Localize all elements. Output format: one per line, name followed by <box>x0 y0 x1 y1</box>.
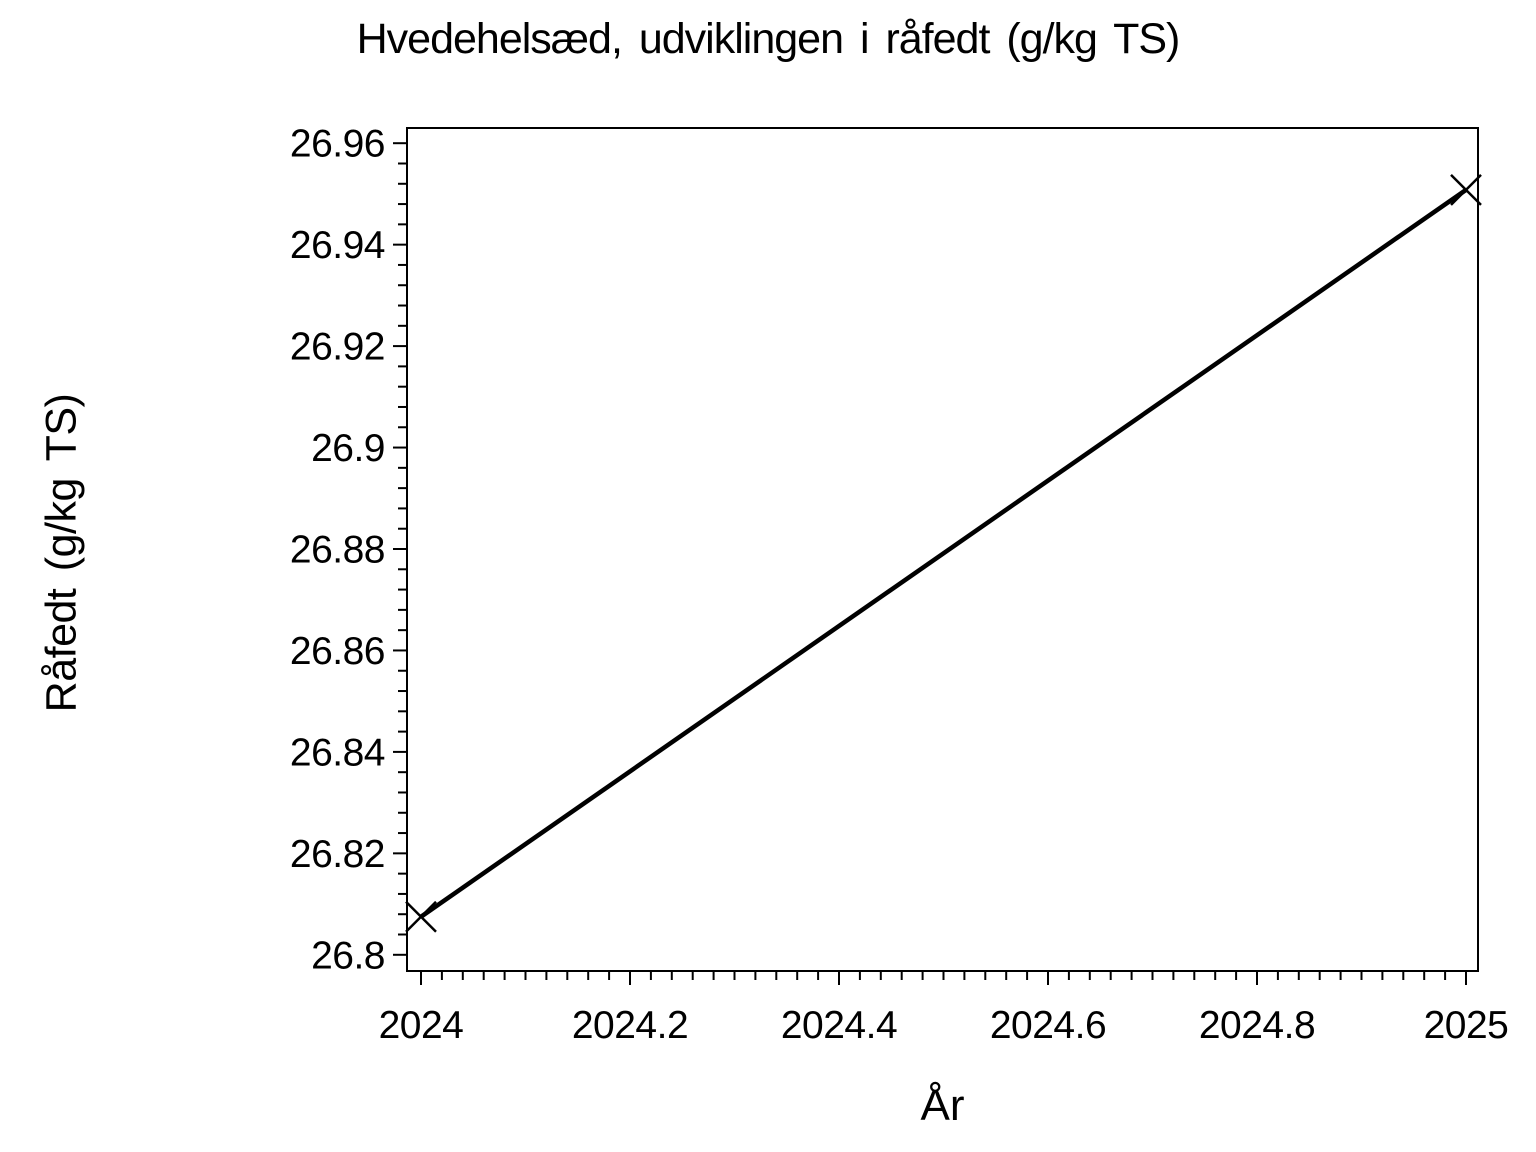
data-markers-group <box>405 173 1482 933</box>
x-axis-major-ticks <box>420 971 1467 985</box>
y-tick-label: 26.88 <box>290 529 385 572</box>
y-tick-label: 26.92 <box>290 326 385 369</box>
data-point-marker <box>1450 173 1482 206</box>
x-tick-label: 2025 <box>1424 1004 1509 1047</box>
x-tick-labels: 2024 2024.2 2024.4 2024.6 2024.8 2025 <box>379 1004 1509 1047</box>
y-tick-label: 26.9 <box>311 427 385 470</box>
chart-title: Hvedehelsæd, udviklingen i råfedt (g/kg … <box>356 15 1181 63</box>
y-axis-minor-ticks <box>398 162 407 936</box>
y-tick-label: 26.84 <box>290 731 385 774</box>
y-axis-major-ticks <box>393 142 407 956</box>
y-tick-label: 26.82 <box>290 833 385 876</box>
y-tick-label: 26.8 <box>311 934 385 977</box>
x-tick-label: 2024.8 <box>1199 1004 1315 1047</box>
y-tick-label: 26.94 <box>290 224 385 267</box>
y-tick-labels: 26.8 26.82 26.84 26.86 26.88 26.9 26.92 26.94 26… <box>290 123 386 978</box>
data-point-marker <box>405 900 437 933</box>
x-axis-title: År <box>920 1081 965 1130</box>
x-tick-label: 2024.6 <box>990 1004 1106 1047</box>
trend-line <box>419 188 1468 919</box>
plot-frame <box>406 127 1479 972</box>
data-series-group <box>419 188 1468 919</box>
x-tick-label: 2024.4 <box>781 1004 897 1047</box>
x-axis-minor-ticks <box>440 971 1447 980</box>
x-tick-label: 2024 <box>379 1004 464 1047</box>
y-tick-label: 26.86 <box>290 630 385 673</box>
y-axis-title: Råfedt (g/kg TS) <box>37 393 86 713</box>
y-tick-label: 26.96 <box>290 123 385 166</box>
x-tick-label: 2024.2 <box>572 1004 688 1047</box>
plot-frame-group <box>406 127 1479 972</box>
